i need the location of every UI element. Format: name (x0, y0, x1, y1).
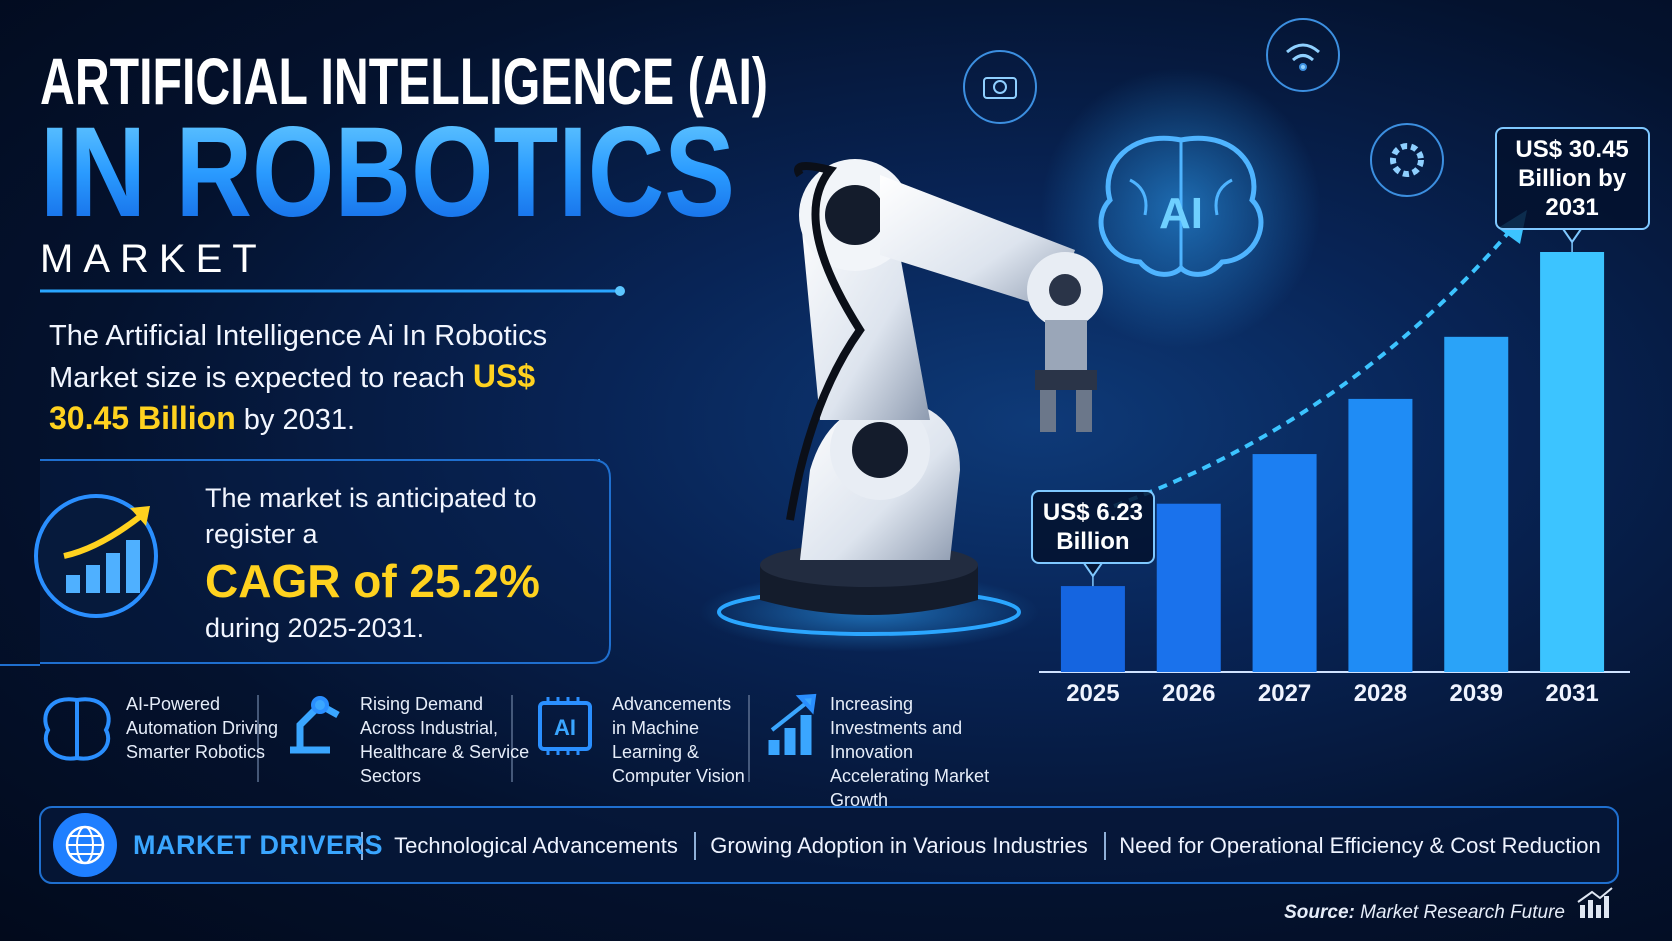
feature-text: AI-Powered Automation Driving Smarter Ro… (126, 694, 279, 762)
x-tick-label: 2026 (1162, 680, 1216, 707)
source: Source: Market Research Future (1284, 902, 1565, 924)
x-tick-label: 2039 (1449, 680, 1503, 707)
title-line3: MARKET (40, 237, 267, 281)
divider-dot (615, 286, 625, 296)
cagr-box (40, 459, 611, 664)
ai-brain: AI (1041, 68, 1321, 348)
driver-item: Need for Operational Efficiency & Cost R… (1119, 833, 1601, 858)
globe-icon (53, 813, 117, 877)
trend-arrow (1113, 223, 1517, 508)
feature-dividers (257, 695, 750, 782)
chip-label: AI (554, 715, 576, 740)
feature-text: Rising Demand Across Industrial, Healthc… (360, 694, 530, 786)
bar (1540, 252, 1605, 672)
summary-text: The Artificial Intelligence Ai In Roboti… (49, 320, 548, 394)
drivers-bar (39, 806, 1619, 884)
x-tick-label: 2025 (1066, 680, 1120, 707)
cagr-highlight: CAGR of 25.2% (205, 555, 540, 607)
source-text: Market Research Future (1360, 902, 1565, 923)
x-tick-label: 2027 (1257, 680, 1312, 707)
title-line1: ARTIFICIAL INTELLIGENCE (AI) (40, 44, 768, 118)
drivers-label: MARKET DRIVERS (133, 830, 384, 860)
bar (1156, 503, 1221, 672)
title-line2: IN ROBOTICS (40, 101, 735, 244)
brain-label: AI (1159, 189, 1203, 238)
x-tick-label: 2028 (1353, 680, 1408, 707)
summary-text: by 2031. (243, 404, 356, 436)
cagr-text: The market is anticipated to register a … (205, 480, 585, 646)
driver-dividers (361, 832, 1106, 860)
cagr-intro: The market is anticipated to register a (205, 483, 537, 549)
value-label: US$ 30.45 Billion by 2031 (1494, 127, 1650, 230)
bar (1252, 454, 1317, 672)
value-label: US$ 6.23 Billion (1030, 490, 1155, 565)
source-label: Source: (1284, 902, 1355, 923)
feature-text: Advancements in Machine Learning & Compu… (612, 694, 745, 786)
bar-chart (1039, 228, 1630, 673)
driver-item: Growing Adoption in Various Industries (710, 833, 1088, 858)
bar (1348, 398, 1413, 672)
x-tick-label: 2031 (1545, 680, 1599, 707)
feature-text: Increasing Investments and Innovation Ac… (830, 694, 990, 810)
callout-pointer (1562, 228, 1582, 244)
callout-pointer (1083, 562, 1103, 578)
cagr-period: during 2025-2031. (205, 613, 425, 643)
driver-item: Technological Advancements (394, 833, 678, 858)
summary-highlight: US$ 30.45 Billion (49, 358, 536, 436)
source-icon (1577, 887, 1613, 918)
robot-arm (699, 159, 1103, 652)
decor-icons (963, 18, 1444, 197)
summary: The Artificial Intelligence Ai In Roboti… (49, 316, 609, 440)
bar (1060, 586, 1125, 672)
feature-icons (43, 693, 817, 761)
bar (1444, 336, 1509, 672)
cagr-icon (34, 494, 158, 618)
